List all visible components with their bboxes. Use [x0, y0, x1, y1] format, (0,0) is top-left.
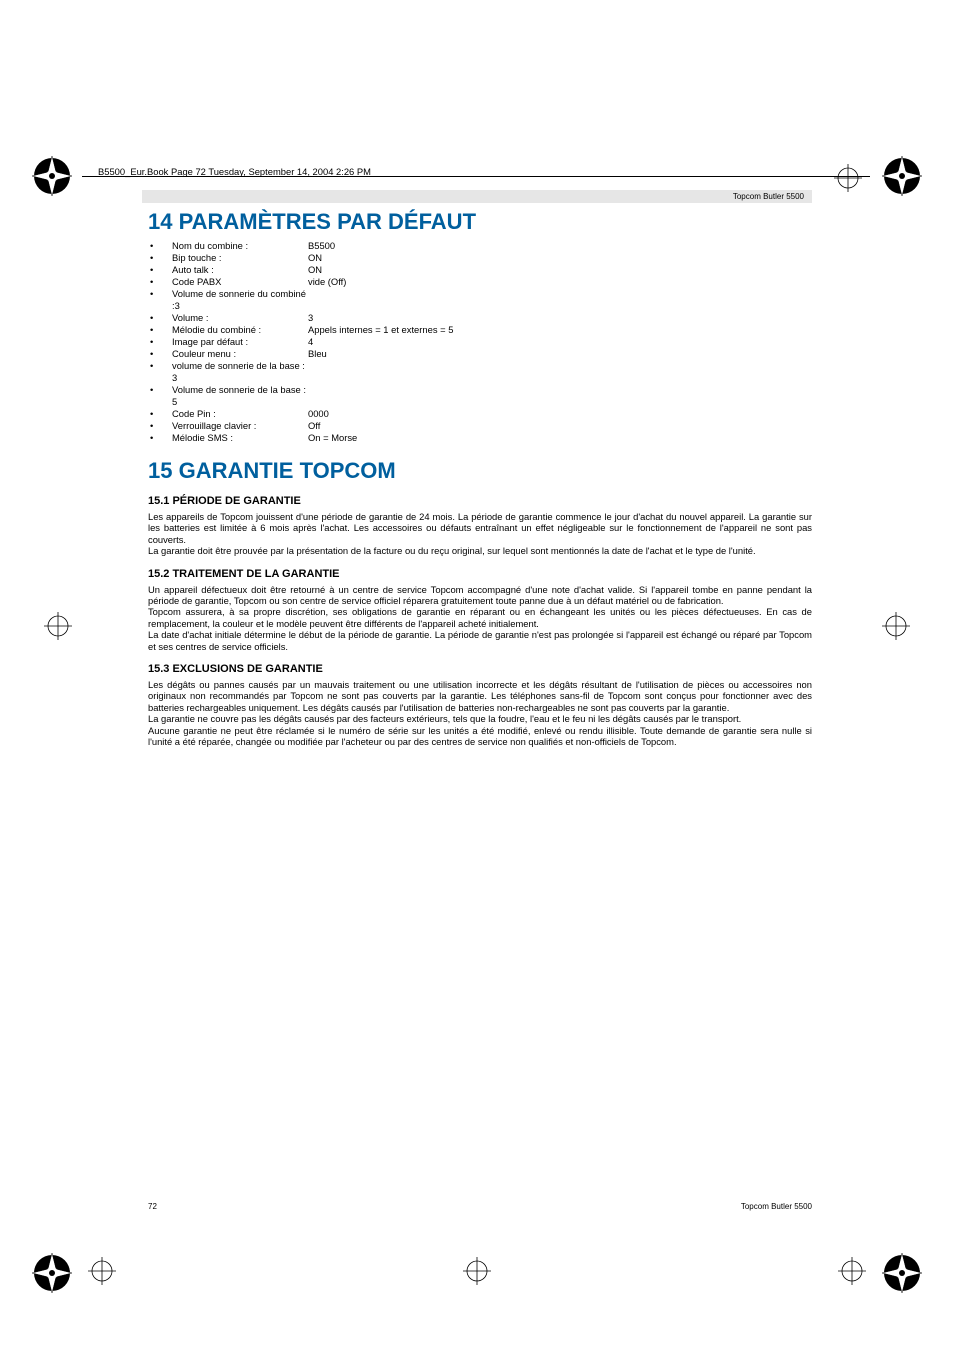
- param-value: On = Morse: [308, 432, 357, 444]
- param-label: Image par défaut :: [172, 336, 308, 348]
- param-label: Nom du combine :: [172, 240, 308, 252]
- bullet-icon: •: [150, 384, 172, 408]
- default-params-list: •Nom du combine :B5500•Bip touche :ON•Au…: [150, 240, 812, 444]
- reg-cross-br: [838, 1257, 866, 1285]
- param-item: •Bip touche :ON: [150, 252, 812, 264]
- param-label: Code Pin :: [172, 408, 308, 420]
- param-label: Volume :: [172, 312, 308, 324]
- param-value: ON: [308, 264, 322, 276]
- param-item: •Nom du combine :B5500: [150, 240, 812, 252]
- bullet-icon: •: [150, 408, 172, 420]
- bullet-icon: •: [150, 336, 172, 348]
- page-footer: 72 Topcom Butler 5500: [148, 1202, 812, 1211]
- param-item: •Couleur menu :Bleu: [150, 348, 812, 360]
- param-label: Volume de sonnerie de la base : 5: [172, 384, 308, 408]
- param-item: •Auto talk :ON: [150, 264, 812, 276]
- crop-star-tr: [880, 154, 924, 198]
- param-label: volume de sonnerie de la base : 3: [172, 360, 308, 384]
- bullet-icon: •: [150, 432, 172, 444]
- reg-cross-tr: [834, 164, 862, 192]
- param-label: Bip touche :: [172, 252, 308, 264]
- sub-15-3-heading: 15.3 EXCLUSIONS DE GARANTIE: [148, 663, 812, 675]
- sub-15-2-p2: Topcom assurera, à sa propre discrétion,…: [148, 606, 812, 629]
- param-item: • Volume de sonnerie de la base : 5: [150, 384, 812, 408]
- sub-15-2-p1: Un appareil défectueux doit être retourn…: [148, 584, 812, 607]
- param-item: •Verrouillage clavier :Off: [150, 420, 812, 432]
- param-label: Verrouillage clavier :: [172, 420, 308, 432]
- param-item: •Mélodie du combiné :Appels internes = 1…: [150, 324, 812, 336]
- param-label: Couleur menu :: [172, 348, 308, 360]
- param-label: Code PABX: [172, 276, 308, 288]
- reg-cross-mr: [882, 612, 910, 640]
- sub-15-1-p1: Les appareils de Topcom jouissent d'une …: [148, 511, 812, 545]
- param-label: Auto talk :: [172, 264, 308, 276]
- param-item: •Code Pin :0000: [150, 408, 812, 420]
- param-value: B5500: [308, 240, 335, 252]
- param-value: Bleu: [308, 348, 327, 360]
- sub-15-3-p2: La garantie ne couvre pas les dégâts cau…: [148, 713, 812, 724]
- param-item: •Volume :3: [150, 312, 812, 324]
- crop-star-br: [880, 1251, 924, 1295]
- sub-15-3-p3: Aucune garantie ne peut être réclamée si…: [148, 725, 812, 748]
- sub-15-1-p2: La garantie doit être prouvée par la pré…: [148, 545, 812, 556]
- bullet-icon: •: [150, 420, 172, 432]
- bullet-icon: •: [150, 312, 172, 324]
- param-label: Mélodie du combiné :: [172, 324, 308, 336]
- crop-star-tl: [30, 154, 74, 198]
- bullet-icon: •: [150, 360, 172, 384]
- crop-star-bl: [30, 1251, 74, 1295]
- reg-cross-bl: [88, 1257, 116, 1285]
- param-item: •Code PABXvide (Off): [150, 276, 812, 288]
- section-14-title: 14 PARAMÈTRES PAR DÉFAUT: [148, 209, 812, 235]
- header-product-label: Topcom Butler 5500: [733, 192, 804, 201]
- param-value: Off: [308, 420, 320, 432]
- header-product-bar: Topcom Butler 5500: [142, 190, 812, 203]
- bullet-icon: •: [150, 348, 172, 360]
- bullet-icon: •: [150, 276, 172, 288]
- param-value: 3: [308, 312, 313, 324]
- section-15-title: 15 GARANTIE TOPCOM: [148, 458, 812, 484]
- bullet-icon: •: [150, 252, 172, 264]
- param-item: •Mélodie SMS :On = Morse: [150, 432, 812, 444]
- param-label: Volume de sonnerie du combiné :3: [172, 288, 308, 312]
- param-value: vide (Off): [308, 276, 346, 288]
- bullet-icon: •: [150, 324, 172, 336]
- reg-cross-ml: [44, 612, 72, 640]
- param-label: Mélodie SMS :: [172, 432, 308, 444]
- param-item: •volume de sonnerie de la base : 3: [150, 360, 812, 384]
- param-value: 0000: [308, 408, 329, 420]
- param-value: Appels internes = 1 et externes = 5: [308, 324, 453, 336]
- bullet-icon: •: [150, 264, 172, 276]
- bullet-icon: •: [150, 240, 172, 252]
- param-item: •Image par défaut :4: [150, 336, 812, 348]
- param-value: ON: [308, 252, 322, 264]
- header-book-info: B5500_Eur.Book Page 72 Tuesday, Septembe…: [98, 166, 371, 177]
- page-content: Topcom Butler 5500 14 PARAMÈTRES PAR DÉF…: [148, 190, 812, 748]
- sub-15-1-heading: 15.1 PÉRIODE DE GARANTIE: [148, 495, 812, 507]
- sub-15-3-p1: Les dégâts ou pannes causés par un mauva…: [148, 679, 812, 713]
- param-value: 4: [308, 336, 313, 348]
- footer-product-label: Topcom Butler 5500: [741, 1202, 812, 1211]
- page-number: 72: [148, 1202, 157, 1211]
- param-item: •Volume de sonnerie du combiné :3: [150, 288, 812, 312]
- bullet-icon: •: [150, 288, 172, 312]
- sub-15-2-heading: 15.2 TRAITEMENT DE LA GARANTIE: [148, 568, 812, 580]
- sub-15-2-p3: La date d'achat initiale détermine le dé…: [148, 629, 812, 652]
- reg-cross-bc: [463, 1257, 491, 1285]
